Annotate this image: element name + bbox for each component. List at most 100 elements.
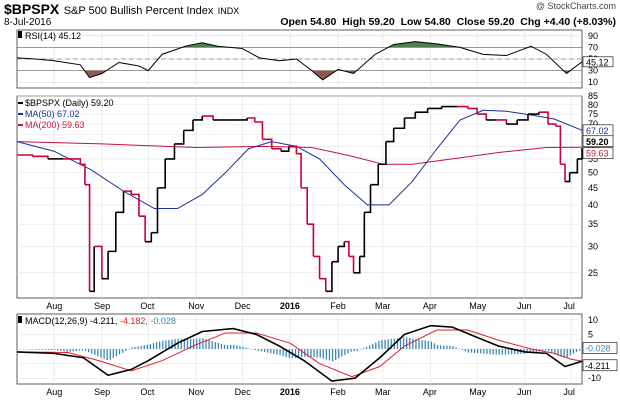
price-segment: [313, 255, 321, 279]
macd-histogram-bar: [301, 349, 303, 358]
macd-histogram-bar: [100, 349, 102, 358]
macd-histogram-bar: [433, 343, 436, 349]
price-segment: [364, 184, 372, 214]
macd-histogram-bar: [112, 349, 115, 359]
macd-histogram-bar: [436, 345, 439, 349]
macd-histogram-bar: [514, 349, 516, 355]
price-segment: [348, 255, 355, 273]
price-segment: [301, 187, 309, 225]
macd-tick-label: 5: [588, 329, 593, 339]
price-segment: [157, 158, 166, 189]
macd-histogram-bar: [399, 337, 402, 349]
price-segment: [353, 256, 361, 274]
chg-label: Chg: [520, 16, 541, 28]
x-tick-label: May: [469, 301, 487, 311]
macd-histogram-bar: [294, 349, 297, 358]
price-tick-label: 30: [588, 241, 598, 251]
macd-histogram-bar: [387, 339, 389, 349]
x-tick-label: Feb: [330, 301, 346, 311]
macd-histogram-bar: [192, 338, 195, 349]
macd-histogram-bar: [214, 342, 216, 349]
macd-histogram-bar: [480, 349, 482, 354]
macd-histogram-bar: [230, 344, 232, 349]
macd-histogram-bar: [375, 342, 377, 349]
macd-histogram-bar: [477, 349, 479, 354]
x-tick-label: Mar: [375, 387, 391, 397]
macd-histogram-bar: [452, 346, 454, 349]
macd-histogram-bar: [572, 349, 575, 354]
macd-histogram-bar: [226, 345, 229, 349]
price-segment: [101, 251, 109, 280]
macd-histogram-bar: [510, 349, 513, 355]
macd-histogram-bar: [273, 349, 275, 354]
macd-legend-macd: -4.211,: [90, 316, 120, 326]
price-segment: [115, 191, 125, 214]
macd-histogram-bar: [307, 349, 309, 357]
macd-histogram-bar: [563, 349, 565, 358]
macd-histogram-bar: [439, 345, 442, 349]
macd-histogram-bar: [171, 339, 173, 349]
macd-legend: MACD(12,26,9) -4.211, -4.182, -0.028: [25, 316, 176, 326]
rsi-tick-label: 70: [588, 42, 598, 52]
x-tick-label: 2016: [280, 301, 300, 311]
x-tick-label: Apr: [423, 301, 437, 311]
macd-histogram-bar: [94, 349, 96, 355]
macd-hist-badge-label: -0.028: [585, 344, 611, 354]
rsi-line: [16, 41, 583, 81]
price-segment: [307, 223, 315, 257]
macd-histogram-bar: [282, 349, 284, 357]
macd-histogram-bar: [208, 340, 210, 349]
macd-histogram-bar: [54, 349, 56, 351]
price-segment: [560, 163, 566, 182]
macd-histogram-bar: [149, 343, 152, 349]
price-tick-label: 45: [588, 183, 598, 193]
macd-histogram-bar: [189, 338, 192, 349]
chart-header-title: $BPSPX S&P 500 Bullish Percent Index IND…: [4, 1, 239, 19]
x-tick-label: Jul: [563, 387, 575, 397]
price-segment: [247, 117, 256, 123]
price-segment: [271, 147, 282, 152]
price-legend-ma200: MA(200) 59.63: [25, 120, 85, 130]
price-segment: [183, 119, 194, 132]
macd-hist-badge: [582, 342, 618, 354]
price-segment: [174, 130, 185, 145]
x-tick-label: Dec: [235, 301, 252, 311]
price-segment: [325, 261, 333, 293]
macd-histogram-bar: [461, 349, 463, 350]
rsi-value-badge: [582, 56, 614, 68]
price-segment: [338, 241, 346, 248]
macd-histogram-bar: [159, 341, 161, 349]
macd-histogram-bar: [526, 349, 528, 354]
low-label: Low: [400, 16, 422, 28]
x-tick-label: Aug: [46, 387, 62, 397]
macd-histogram-bar: [220, 343, 223, 349]
macd-histogram-bar: [115, 349, 118, 357]
macd-legend-swatch: [18, 316, 22, 323]
macd-histogram-bar: [270, 349, 272, 354]
price-segment: [202, 115, 214, 120]
macd-histogram-bar: [368, 345, 371, 349]
macd-histogram-bar: [165, 340, 167, 349]
macd-histogram-bar: [415, 339, 417, 349]
price-segment: [393, 117, 406, 130]
macd-legend-prefix: MACD(12,26,9): [25, 316, 90, 326]
price-segment: [123, 190, 133, 195]
rsi-tick-label: 10: [588, 77, 598, 87]
price-segment: [262, 138, 273, 149]
macd-line: [16, 324, 583, 382]
price-segment: [344, 240, 350, 257]
macd-histogram-bar: [504, 349, 507, 355]
macd-histogram-bar: [557, 349, 559, 356]
macd-histogram-bar: [183, 338, 186, 349]
macd-histogram-bar: [560, 349, 562, 357]
price-segment: [378, 141, 387, 166]
price-segment: [89, 246, 95, 293]
macd-histogram-bar: [81, 349, 84, 351]
x-tick-label: Sep: [94, 387, 110, 397]
macd-histogram-bar: [396, 338, 399, 349]
price-tick-label: 25: [588, 268, 598, 278]
macd-histogram-bar: [50, 349, 53, 350]
x-tick-label: Oct: [140, 301, 155, 311]
macd-histogram-bar: [483, 349, 485, 354]
macd-histogram-bar: [344, 349, 346, 355]
